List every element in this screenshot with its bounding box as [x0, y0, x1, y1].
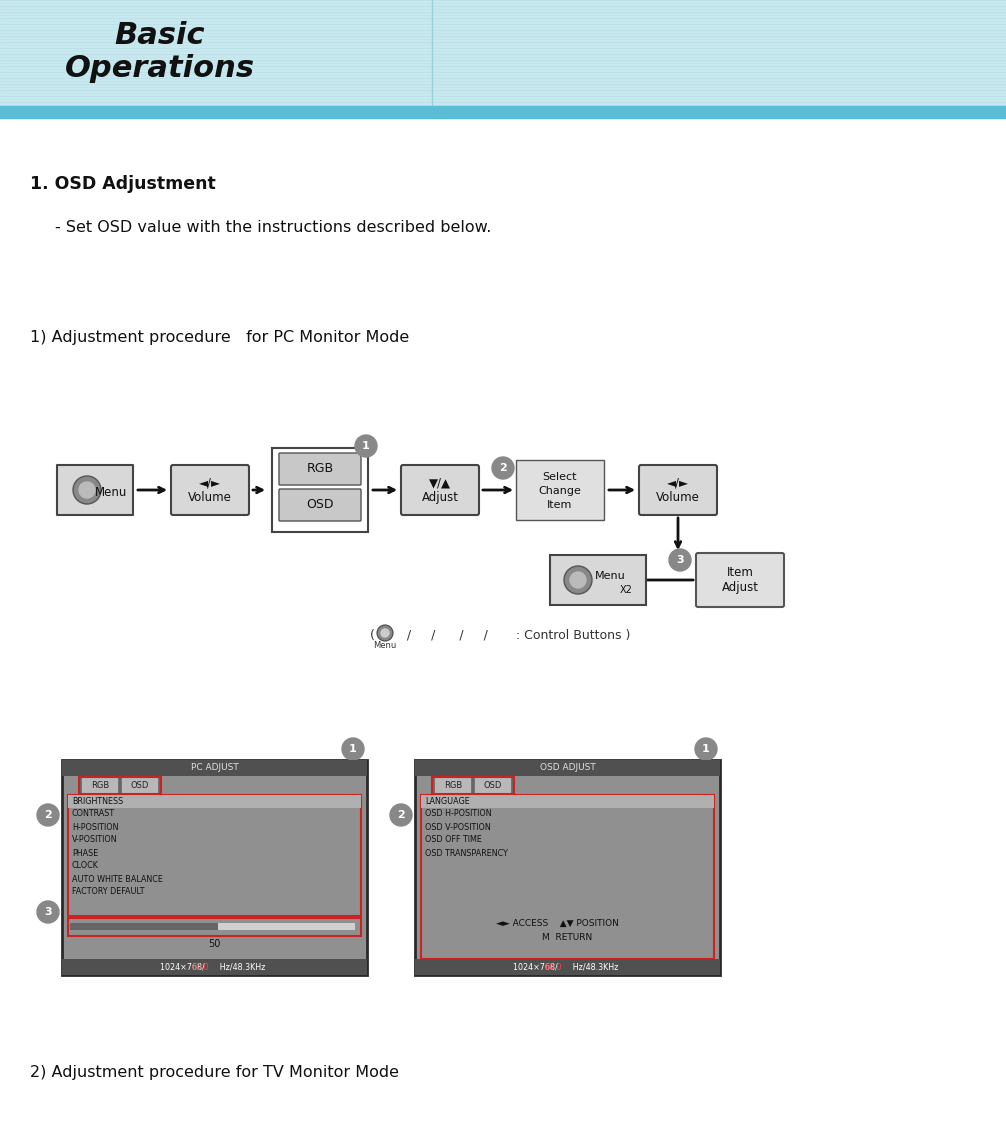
- Text: OSD ADJUST: OSD ADJUST: [539, 764, 596, 773]
- Circle shape: [695, 738, 717, 760]
- Bar: [516, 460, 604, 520]
- Circle shape: [390, 805, 412, 826]
- FancyBboxPatch shape: [696, 553, 784, 607]
- Bar: [415, 760, 720, 776]
- FancyBboxPatch shape: [639, 466, 717, 515]
- Circle shape: [381, 629, 389, 637]
- Bar: [0, 0, 1006, 118]
- Circle shape: [73, 476, 101, 504]
- Bar: [62, 760, 367, 975]
- Circle shape: [79, 483, 95, 498]
- Text: OSD: OSD: [306, 498, 334, 512]
- Text: 2: 2: [397, 810, 404, 820]
- Text: H-POSITION: H-POSITION: [72, 823, 119, 832]
- Text: M  RETURN: M RETURN: [542, 932, 593, 941]
- FancyBboxPatch shape: [474, 777, 512, 794]
- Text: OSD TRANSPARENCY: OSD TRANSPARENCY: [425, 849, 508, 858]
- Circle shape: [564, 566, 592, 594]
- Bar: [62, 959, 367, 975]
- Bar: [421, 796, 714, 959]
- Text: X2: X2: [620, 585, 633, 596]
- Bar: [218, 923, 355, 930]
- Text: LANGUAGE: LANGUAGE: [425, 797, 470, 806]
- Text: ◄/►
Volume: ◄/► Volume: [656, 476, 700, 504]
- Bar: [272, 447, 368, 532]
- FancyBboxPatch shape: [279, 453, 361, 485]
- Bar: [62, 760, 367, 776]
- Text: 2: 2: [499, 463, 507, 473]
- Text: CLOCK: CLOCK: [72, 861, 99, 870]
- Circle shape: [37, 805, 59, 826]
- Text: 1) Adjustment procedure   for PC Monitor Mode: 1) Adjustment procedure for PC Monitor M…: [30, 330, 409, 345]
- Bar: [432, 777, 514, 794]
- Text: 1: 1: [702, 744, 710, 754]
- Text: 2: 2: [44, 810, 52, 820]
- Text: 1024×768/      Hz/48.3KHz: 1024×768/ Hz/48.3KHz: [513, 963, 619, 972]
- Text: ▼/▲
Adjust: ▼/▲ Adjust: [422, 476, 459, 504]
- Text: PC ADJUST: PC ADJUST: [190, 764, 238, 773]
- Bar: [550, 555, 646, 605]
- FancyBboxPatch shape: [401, 466, 479, 515]
- Text: OSD: OSD: [484, 781, 502, 790]
- Text: 1. OSD Adjustment: 1. OSD Adjustment: [30, 175, 215, 193]
- Text: Item
Adjust: Item Adjust: [721, 566, 759, 594]
- Text: CONTRAST: CONTRAST: [72, 809, 115, 818]
- Text: OSD: OSD: [131, 781, 149, 790]
- Text: 1024×768/      Hz/48.3KHz: 1024×768/ Hz/48.3KHz: [160, 963, 266, 972]
- FancyBboxPatch shape: [434, 777, 472, 794]
- FancyBboxPatch shape: [279, 489, 361, 521]
- FancyBboxPatch shape: [121, 777, 159, 794]
- Text: 1: 1: [362, 441, 370, 451]
- Text: 3: 3: [44, 907, 52, 918]
- Text: Select: Select: [543, 472, 577, 483]
- Circle shape: [570, 572, 586, 588]
- Bar: [68, 796, 361, 916]
- Text: 2) Adjustment procedure for TV Monitor Mode: 2) Adjustment procedure for TV Monitor M…: [30, 1064, 399, 1080]
- Text: Menu: Menu: [373, 641, 396, 650]
- Text: RGB: RGB: [307, 462, 334, 476]
- Bar: [415, 760, 720, 975]
- Text: Menu: Menu: [595, 571, 626, 581]
- Circle shape: [377, 625, 393, 641]
- FancyBboxPatch shape: [81, 777, 119, 794]
- Bar: [57, 466, 133, 515]
- Text: BRIGHTNESS: BRIGHTNESS: [72, 797, 124, 806]
- Text: FACTORY DEFAULT: FACTORY DEFAULT: [72, 887, 145, 896]
- Text: RGB: RGB: [91, 781, 109, 790]
- Text: 1: 1: [349, 744, 357, 754]
- Circle shape: [669, 549, 691, 571]
- Text: 50: 50: [208, 939, 220, 949]
- Bar: [79, 777, 161, 794]
- Bar: [68, 796, 361, 808]
- Text: Basic
Operations: Basic Operations: [64, 21, 255, 82]
- Text: (        /     /      /     /       : Control Buttons ): ( / / / / : Control Buttons ): [370, 628, 630, 642]
- Text: - Set OSD value with the instructions described below.: - Set OSD value with the instructions de…: [55, 220, 491, 235]
- Text: Change: Change: [538, 486, 581, 496]
- Bar: [68, 918, 361, 936]
- Bar: [0, 106, 1006, 118]
- Text: OSD V-POSITION: OSD V-POSITION: [425, 823, 491, 832]
- Text: PHASE: PHASE: [72, 849, 99, 858]
- Bar: [415, 959, 720, 975]
- Text: Item: Item: [547, 499, 572, 510]
- Text: Menu: Menu: [95, 486, 127, 498]
- Text: OSD OFF TIME: OSD OFF TIME: [425, 835, 482, 844]
- Text: 60.0: 60.0: [192, 963, 209, 972]
- Circle shape: [492, 457, 514, 479]
- Bar: [421, 796, 714, 808]
- Text: RGB: RGB: [444, 781, 462, 790]
- Circle shape: [355, 435, 377, 457]
- FancyBboxPatch shape: [171, 466, 249, 515]
- Circle shape: [37, 901, 59, 923]
- Text: V-POSITION: V-POSITION: [72, 835, 118, 844]
- Text: 3: 3: [676, 555, 684, 565]
- Text: AUTO WHITE BALANCE: AUTO WHITE BALANCE: [72, 875, 163, 884]
- Circle shape: [342, 738, 364, 760]
- Text: 60.0: 60.0: [545, 963, 562, 972]
- Text: ◄/►
Volume: ◄/► Volume: [188, 476, 232, 504]
- Text: ◄► ACCESS    ▲▼ POSITION: ◄► ACCESS ▲▼ POSITION: [496, 919, 619, 928]
- Bar: [70, 923, 218, 930]
- Text: OSD H-POSITION: OSD H-POSITION: [425, 809, 492, 818]
